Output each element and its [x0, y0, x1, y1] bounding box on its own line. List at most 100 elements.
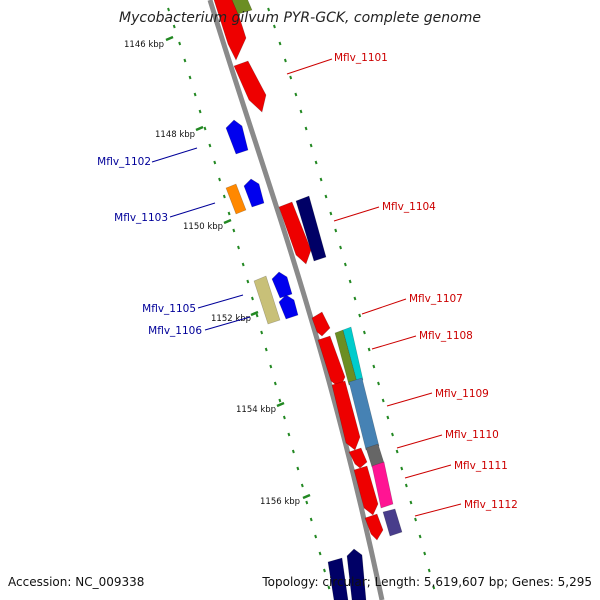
track-dot — [339, 245, 343, 250]
gene-arrow — [327, 557, 349, 600]
gene-label-mflv-1107: Mflv_1107 — [409, 293, 463, 305]
track-dot — [314, 534, 318, 539]
track-dot — [334, 228, 338, 233]
gene-arrow — [364, 513, 384, 541]
track-dot — [304, 126, 308, 131]
scale-tick — [276, 401, 285, 408]
track-dot — [267, 7, 271, 12]
gene-label-mflv-1101: Mflv_1101 — [334, 52, 388, 64]
track-dot — [278, 41, 282, 46]
track-dot — [287, 432, 291, 437]
scale-label: 1150 kbp — [183, 222, 223, 232]
track-dot — [423, 551, 427, 556]
track-dot — [208, 143, 212, 148]
track-dot — [193, 92, 197, 97]
leader-line — [151, 147, 198, 163]
track-dot — [218, 177, 222, 182]
track-dot — [395, 449, 399, 454]
track-dot — [278, 398, 282, 403]
track-dot — [409, 500, 413, 505]
track-dot — [237, 245, 240, 250]
gene-arrow — [213, 0, 247, 61]
gene-labels: Mflv_1101 Mflv_1104 Mflv_1107 Mflv_1108 … — [97, 52, 518, 511]
track-dot — [183, 58, 187, 63]
track-dot — [300, 483, 304, 488]
track-dot — [172, 24, 176, 29]
gene-arrow — [353, 465, 379, 516]
gene-arrow — [346, 548, 367, 600]
track-dot — [251, 296, 254, 301]
track-dot — [319, 177, 323, 182]
gene-label-mflv-1106: Mflv_1106 — [148, 325, 202, 337]
gene-arrow — [278, 201, 312, 265]
gene-label-mflv-1110: Mflv_1110 — [445, 429, 499, 441]
scale-ticks — [165, 35, 311, 500]
track-dot — [372, 364, 376, 369]
track-guides — [167, 7, 436, 590]
leader-line — [371, 335, 417, 350]
genome-summary-text: Topology: circular; Length: 5,619,607 bp… — [261, 575, 592, 589]
track-dot — [343, 262, 347, 267]
leader-line — [414, 503, 462, 517]
track-dot — [246, 279, 250, 284]
track-dot — [327, 585, 331, 590]
gene-label-mflv-1105: Mflv_1105 — [142, 303, 196, 315]
track-dot — [273, 24, 276, 29]
gene-arrow — [253, 275, 281, 325]
genome-backbone — [207, 0, 385, 600]
gene-arrow — [278, 294, 299, 320]
track-dot — [241, 262, 245, 267]
track-dot — [391, 432, 394, 437]
track-dot — [296, 466, 300, 471]
track-dot — [400, 466, 404, 471]
track-dot — [167, 7, 170, 12]
gene-arrow — [382, 508, 403, 537]
track-dot — [291, 449, 295, 454]
track-dot — [188, 75, 192, 80]
track-dot — [404, 483, 408, 488]
leader-line — [286, 58, 333, 75]
track-dot — [309, 143, 313, 148]
track-dot — [386, 415, 390, 420]
scale-tick — [302, 493, 311, 500]
gene-arrow — [225, 119, 249, 155]
leader-line — [386, 392, 433, 407]
scale-tick — [223, 218, 232, 225]
track-dot — [222, 194, 226, 199]
track-dot — [305, 500, 309, 505]
gene-arrow — [271, 271, 293, 299]
track-dot — [260, 330, 264, 335]
gene-label-mflv-1103: Mflv_1103 — [114, 212, 168, 224]
track-dot — [367, 347, 371, 352]
track-dot — [264, 347, 268, 352]
leader-line — [169, 202, 216, 218]
track-dot — [309, 517, 313, 522]
scale-tick — [195, 125, 204, 132]
gene-label-mflv-1112: Mflv_1112 — [464, 499, 518, 511]
track-dot — [282, 415, 286, 420]
scale-label: 1154 kbp — [236, 405, 276, 415]
scale-label: 1156 kbp — [260, 497, 300, 507]
track-dot — [329, 211, 333, 216]
track-dot — [362, 330, 366, 335]
leader-line — [361, 298, 407, 315]
track-dot — [358, 313, 362, 318]
gene-arrow — [348, 447, 368, 469]
gene-arrow — [331, 380, 361, 451]
track-dot — [348, 279, 352, 284]
track-dot — [289, 75, 293, 80]
track-dot — [324, 194, 328, 199]
gene-arrow — [233, 60, 267, 113]
track-dot — [178, 41, 182, 46]
track-dot — [198, 109, 202, 114]
track-dot — [432, 585, 436, 590]
track-dot — [269, 364, 273, 369]
track-dot — [203, 126, 207, 131]
track-dot — [283, 58, 287, 63]
leader-line — [197, 294, 244, 309]
gene-label-mflv-1104: Mflv_1104 — [382, 201, 436, 213]
scale-tick — [250, 310, 259, 317]
leader-line — [404, 464, 452, 479]
